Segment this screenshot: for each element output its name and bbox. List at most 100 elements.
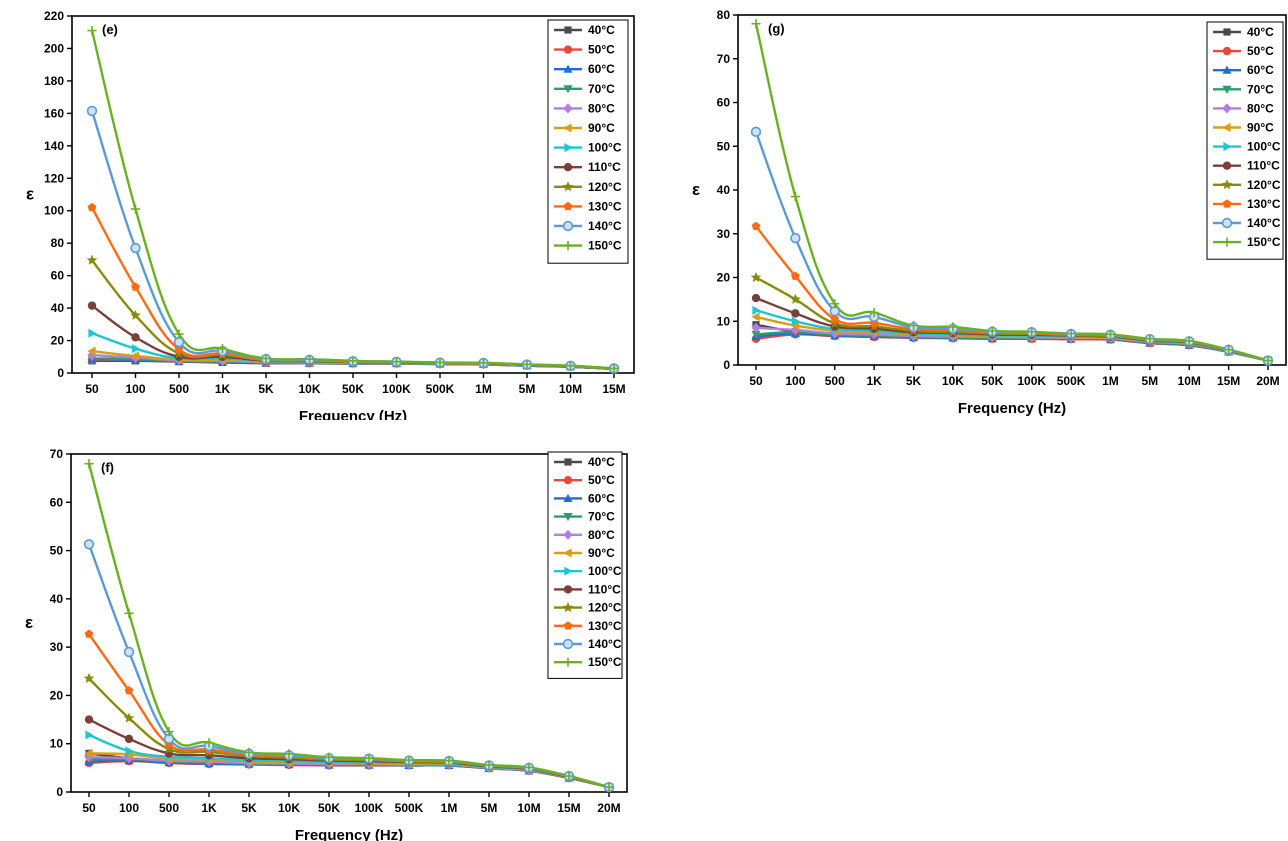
chart-panel-f: 0 10 20 30 40 50 60 70 50 100 500 1K 5K 10K 50K 100K 500… [0, 440, 640, 841]
legend-item: 50°C [554, 43, 615, 57]
data-point [565, 361, 576, 371]
series-markers [83, 539, 615, 793]
legend-item: 100°C [554, 564, 622, 578]
legend-marker [563, 45, 573, 54]
data-point [751, 221, 761, 230]
x-tick-label: 10M [559, 382, 582, 396]
x-tick-label: 500 [825, 374, 845, 388]
data-point [130, 242, 141, 254]
legend-label: 120°C [588, 180, 622, 194]
y-tick-label: 0 [56, 785, 63, 799]
legend-marker [563, 585, 573, 594]
legend-label: 50°C [588, 473, 615, 487]
legend-item: 90°C [554, 121, 615, 135]
legend-marker [562, 602, 574, 613]
legend-item: 70°C [554, 510, 615, 524]
legend-item: 40°C [554, 455, 615, 469]
y-tick-label: 40 [51, 301, 65, 315]
data-point [908, 321, 919, 331]
legend-item: 90°C [554, 546, 615, 560]
data-point [791, 271, 800, 280]
series-markers [87, 26, 619, 374]
x-tick-label: 10M [517, 801, 540, 815]
legend-marker [563, 241, 573, 251]
data-point [86, 105, 98, 117]
legend-marker [564, 26, 572, 34]
legend-marker [564, 143, 573, 153]
data-point [751, 312, 760, 322]
data-point [131, 333, 140, 342]
x-axis-title: Frequency (Hz) [295, 827, 403, 841]
y-tick-label: 0 [723, 358, 730, 372]
x-tick-label: 50K [981, 374, 1003, 388]
y-tick-label: 10 [50, 737, 64, 751]
y-axis-title: ε [26, 185, 34, 204]
data-point [364, 753, 374, 763]
legend-marker [1222, 85, 1232, 94]
legend-marker [1222, 199, 1232, 208]
legend-item: 60°C [554, 62, 615, 76]
x-tick-label: 100K [1017, 374, 1046, 388]
data-point [174, 329, 184, 339]
data-point [88, 328, 97, 338]
legend-item: 90°C [1213, 121, 1274, 135]
x-tick-label: 100 [125, 382, 145, 396]
legend-label: 70°C [588, 82, 615, 96]
legend-item: 110°C [1213, 159, 1280, 173]
x-tick-label: 100 [119, 801, 139, 815]
x-tick-label: 500K [426, 382, 455, 396]
panel-label: (g) [768, 21, 785, 36]
data-point [84, 752, 94, 763]
legend-label: 70°C [588, 510, 615, 524]
data-point [84, 629, 94, 638]
x-tick-label: 50 [749, 374, 763, 388]
x-tick-label: 5M [1142, 374, 1159, 388]
chart-panel-g: 0 10 20 30 40 50 60 70 80 50 100 500 1K 5K 10K 50K 100K 5… [675, 0, 1288, 420]
data-point [790, 293, 801, 304]
legend-label: 120°C [1247, 178, 1281, 192]
legend-marker [563, 85, 573, 94]
legend-item: 100°C [554, 141, 622, 155]
legend-label: 100°C [1247, 140, 1281, 154]
x-tick-label: 500K [1057, 374, 1086, 388]
legend-label: 150°C [588, 239, 622, 253]
legend-item: 130°C [1213, 197, 1281, 211]
data-point [484, 760, 494, 770]
chart-g: 0 10 20 30 40 50 60 70 80 50 100 500 1K 5K 10K 50K 100K 5… [692, 8, 1287, 417]
x-tick-label: 15M [602, 382, 625, 396]
legend-item: 150°C [1213, 235, 1281, 249]
data-point [173, 336, 185, 348]
legend-item: 140°C [554, 637, 622, 651]
legend-label: 110°C [588, 582, 621, 596]
legend-label: 130°C [588, 199, 622, 213]
legend-box [547, 451, 623, 679]
legend: 40°C 50°C 60°C 70°C 80°C 90°C 100°C 110°C 120°C 1… [1206, 21, 1284, 260]
x-tick-label: 1M [441, 801, 458, 815]
data-point [790, 321, 799, 331]
y-tick-label: 30 [717, 227, 731, 241]
legend-item: 40°C [554, 23, 615, 37]
data-point [404, 755, 414, 765]
data-point [261, 353, 271, 363]
x-tick-label: 5K [906, 374, 922, 388]
x-tick-label: 1M [475, 382, 492, 396]
data-point [752, 305, 761, 315]
y-tick-label: 70 [717, 52, 731, 66]
legend-marker [1222, 122, 1231, 133]
legend-marker [1223, 142, 1232, 152]
series-markers [84, 459, 614, 792]
legend-box [547, 19, 629, 264]
x-tick-label: 500K [395, 801, 424, 815]
y-axis-title: ε [692, 180, 700, 199]
legend-marker [1222, 46, 1232, 56]
legend-item: 130°C [554, 199, 622, 213]
data-point [1263, 356, 1273, 366]
y-tick-label: 40 [717, 183, 731, 197]
panel-label: (f) [101, 460, 114, 475]
legend-item: 110°C [554, 160, 621, 174]
data-point [751, 322, 761, 333]
legend-label: 40°C [1247, 25, 1274, 39]
data-point [123, 646, 135, 658]
data-point [83, 539, 95, 550]
series-line [90, 30, 615, 370]
